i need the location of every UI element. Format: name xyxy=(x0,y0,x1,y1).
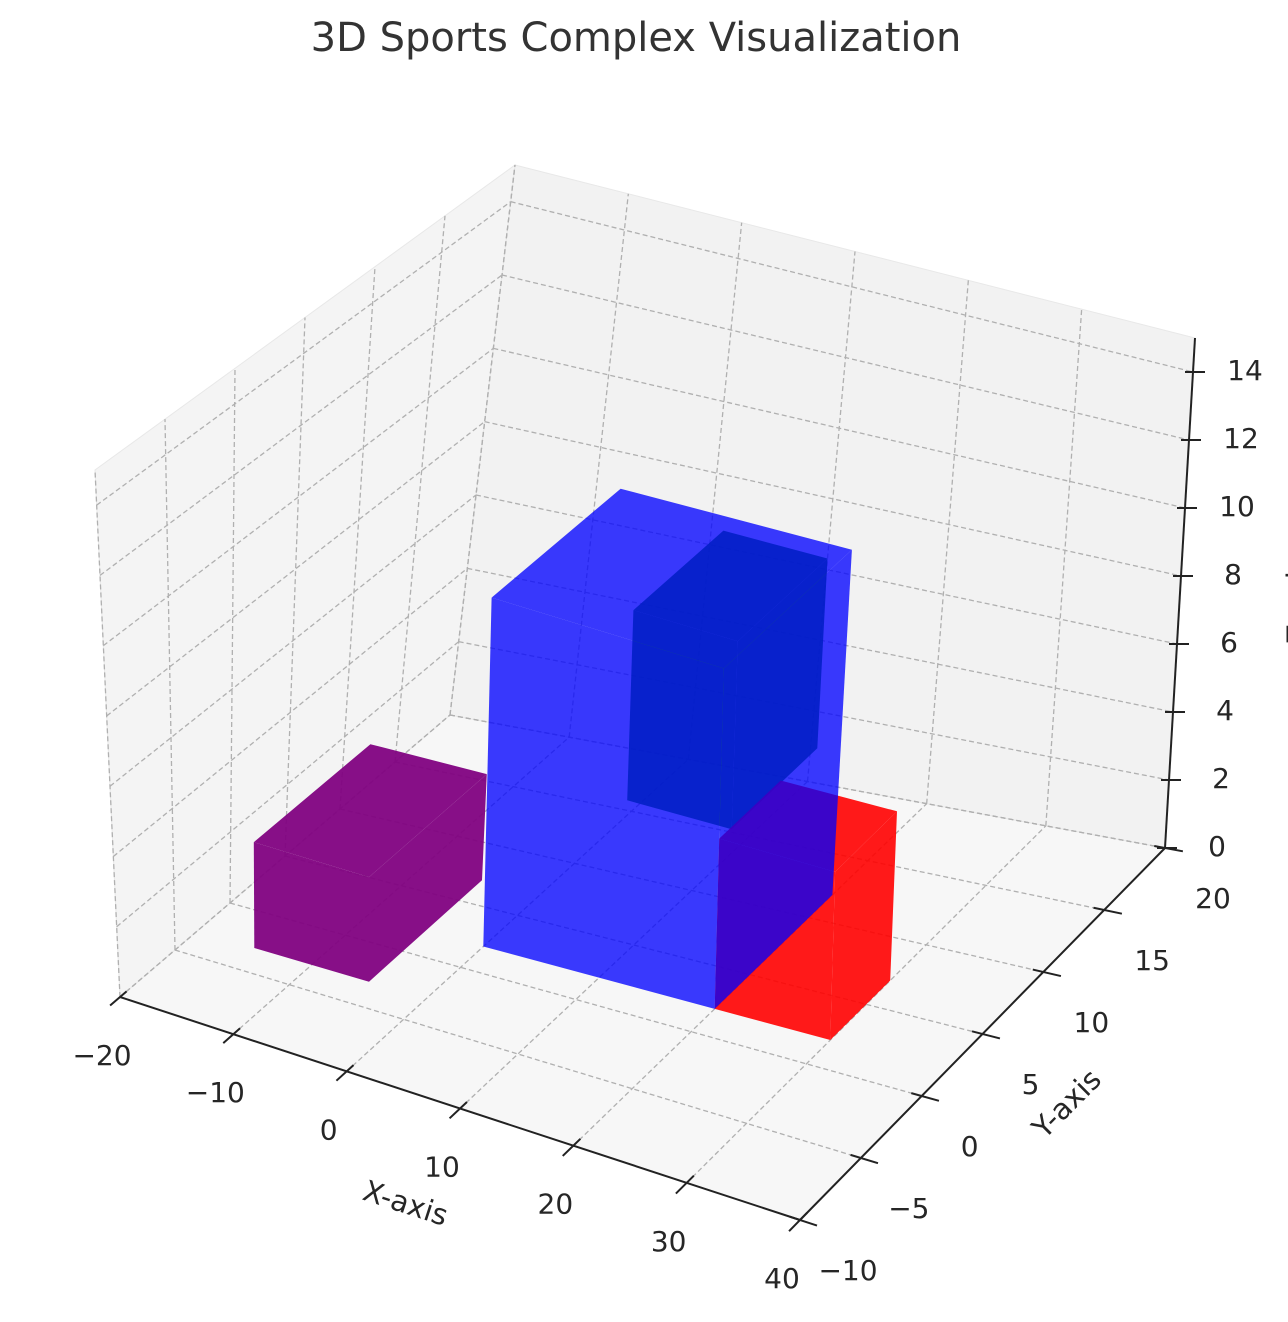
x-tick-label: 0 xyxy=(320,1113,338,1146)
y-tick xyxy=(1093,906,1123,915)
building-front-face xyxy=(253,842,369,982)
grid-line xyxy=(686,825,1047,1184)
z-tick-label: 14 xyxy=(1227,354,1263,387)
x-tick-label: 20 xyxy=(538,1188,574,1221)
grid-line xyxy=(96,201,512,506)
grid-line xyxy=(229,368,236,904)
grid-line xyxy=(449,164,516,716)
y-tick xyxy=(911,1092,940,1102)
x-tick xyxy=(562,1138,582,1157)
x-tick xyxy=(109,990,128,1007)
y-tick-label: 10 xyxy=(1074,1006,1110,1039)
y-tick xyxy=(789,1215,818,1227)
grid-line xyxy=(493,347,1186,509)
x-tick-label: −20 xyxy=(72,1039,131,1072)
grid-line xyxy=(112,567,468,857)
y-tick xyxy=(1032,968,1062,978)
x-tick xyxy=(448,1101,468,1120)
chart-title: 3D Sports Complex Visualization xyxy=(311,15,962,61)
x-tick-label: −10 xyxy=(186,1076,245,1109)
building-top-face xyxy=(491,488,852,669)
grid-line xyxy=(484,421,1182,577)
building-top-face xyxy=(253,744,487,878)
building-side-face xyxy=(830,811,897,1040)
axis-line xyxy=(1164,337,1196,849)
y-tick-label: 5 xyxy=(1022,1068,1040,1101)
grid-line xyxy=(1045,309,1083,826)
grid-line xyxy=(501,274,1190,441)
x-tick xyxy=(675,1174,695,1195)
z-tick-label: 10 xyxy=(1219,490,1255,523)
building xyxy=(253,744,487,982)
building-side-face xyxy=(369,774,487,982)
z-tick-label: 4 xyxy=(1216,694,1234,727)
y-tick-label: −10 xyxy=(818,1254,877,1287)
building xyxy=(483,488,852,1009)
building-side-face xyxy=(714,549,852,1009)
z-tick-label: 12 xyxy=(1223,422,1259,455)
x-tick-label: 30 xyxy=(651,1225,687,1258)
grid-line xyxy=(109,494,477,787)
y-tick-label: 20 xyxy=(1195,882,1231,915)
grid-line xyxy=(99,274,503,576)
grid-line xyxy=(116,641,460,928)
x-tick xyxy=(335,1064,355,1082)
grid-line xyxy=(284,317,306,857)
grid-line xyxy=(510,201,1194,373)
y-tick xyxy=(971,1030,1001,1040)
x-tick xyxy=(222,1027,241,1044)
y-tick-label: −5 xyxy=(888,1192,929,1225)
z-tick-label: 6 xyxy=(1220,626,1238,659)
building-front-face xyxy=(483,597,724,1009)
grid-line xyxy=(339,266,376,810)
z-axis-label: Z-axis xyxy=(1281,556,1288,644)
y-tick xyxy=(850,1153,879,1165)
x-tick-label: 10 xyxy=(424,1151,460,1184)
y-tick-label: 15 xyxy=(1134,944,1170,977)
x-tick-label: 40 xyxy=(764,1262,800,1295)
grid-line xyxy=(102,347,494,647)
z-tick-label: 8 xyxy=(1224,558,1242,591)
y-tick-label: 0 xyxy=(961,1130,979,1163)
grid-line xyxy=(164,419,176,951)
z-tick-label: 0 xyxy=(1208,830,1226,863)
z-tick-label: 2 xyxy=(1212,762,1230,795)
grid-line xyxy=(394,215,446,763)
x-tick xyxy=(788,1211,809,1232)
